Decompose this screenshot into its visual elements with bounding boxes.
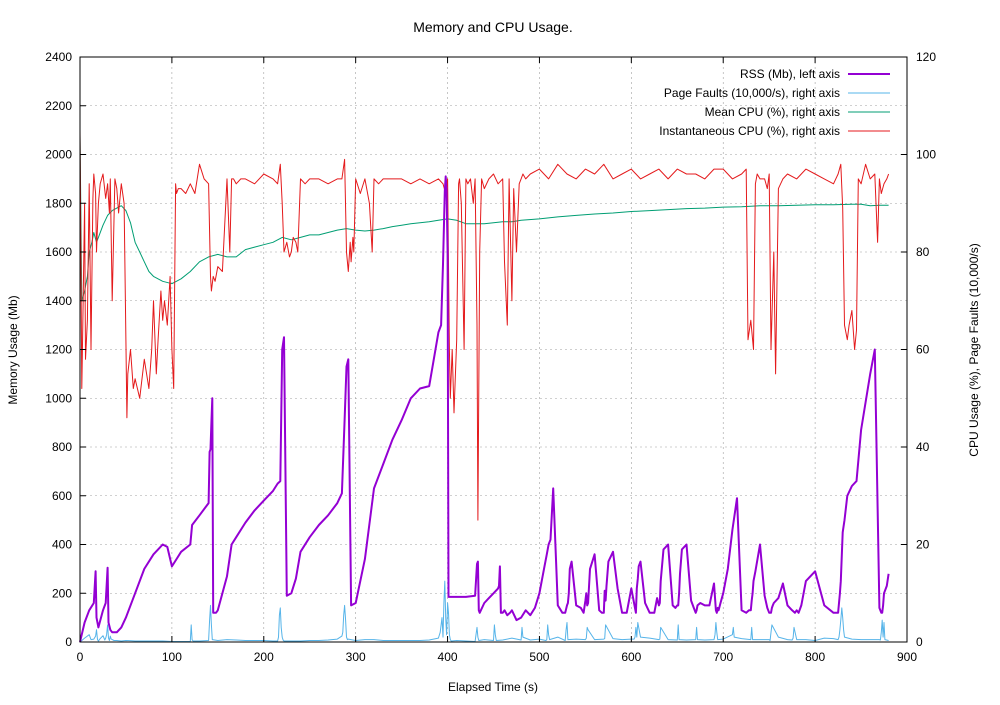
y2-tick-label: 80 bbox=[916, 245, 930, 259]
y-tick-label: 200 bbox=[52, 586, 72, 600]
x-tick-label: 100 bbox=[162, 650, 182, 664]
x-tick-label: 600 bbox=[621, 650, 641, 664]
y2-tick-label: 0 bbox=[916, 635, 923, 649]
axis-ticks: 0 100 200 300 400 500 600 700 800 900020040060080… bbox=[45, 50, 936, 664]
y2-tick-label: 100 bbox=[916, 148, 936, 162]
x-tick-label: 400 bbox=[438, 650, 458, 664]
chart-title: Memory and CPU Usage. bbox=[413, 19, 573, 35]
x-tick-label: 700 bbox=[713, 650, 733, 664]
x-tick-label: 800 bbox=[805, 650, 825, 664]
plot-frame bbox=[79, 56, 908, 643]
series-line-rss-mb-left-axis bbox=[79, 175, 890, 643]
y-tick-label: 2200 bbox=[45, 99, 72, 113]
legend-label: Page Faults (10,000/s), right axis bbox=[664, 86, 840, 100]
x-tick-label: 300 bbox=[346, 650, 366, 664]
series-line-instantaneous-cpu-right-axis bbox=[79, 130, 890, 521]
series-line-mean-cpu-right-axis bbox=[79, 134, 889, 302]
y-tick-label: 400 bbox=[52, 538, 72, 552]
y2-tick-label: 120 bbox=[916, 50, 936, 64]
x-tick-label: 200 bbox=[254, 650, 274, 664]
y-tick-label: 1400 bbox=[45, 294, 72, 308]
y-tick-label: 2400 bbox=[45, 50, 72, 64]
x-tick-label: 500 bbox=[529, 650, 549, 664]
x-tick-label: 900 bbox=[897, 650, 917, 664]
y2-tick-label: 40 bbox=[916, 440, 930, 454]
y-tick-label: 800 bbox=[52, 440, 72, 454]
legend-label: RSS (Mb), left axis bbox=[740, 67, 840, 81]
y-tick-label: 1800 bbox=[45, 196, 72, 210]
x-tick-label: 0 bbox=[77, 650, 84, 664]
data-series bbox=[79, 130, 890, 643]
y-tick-label: 1600 bbox=[45, 245, 72, 259]
x-axis-title: Elapsed Time (s) bbox=[448, 680, 538, 694]
y-tick-label: 600 bbox=[52, 489, 72, 503]
gridlines bbox=[80, 57, 907, 642]
y-tick-label: 1000 bbox=[45, 391, 72, 405]
y2-tick-label: 60 bbox=[916, 343, 930, 357]
y2-axis-title: CPU Usage (%), Page Faults (10,000/s) bbox=[967, 243, 981, 456]
y-axis-title: Memory Usage (Mb) bbox=[6, 295, 20, 404]
y-tick-label: 1200 bbox=[45, 343, 72, 357]
series-line-page-faults-10-000-s-right-axis bbox=[79, 580, 889, 643]
legend-label: Mean CPU (%), right axis bbox=[705, 105, 840, 119]
y-tick-label: 2000 bbox=[45, 148, 72, 162]
y-tick-label: 0 bbox=[65, 635, 72, 649]
legend-label: Instantaneous CPU (%), right axis bbox=[659, 124, 840, 138]
y2-tick-label: 20 bbox=[916, 538, 930, 552]
legend: RSS (Mb), left axis Page Faults (10,000/s… bbox=[659, 67, 890, 138]
